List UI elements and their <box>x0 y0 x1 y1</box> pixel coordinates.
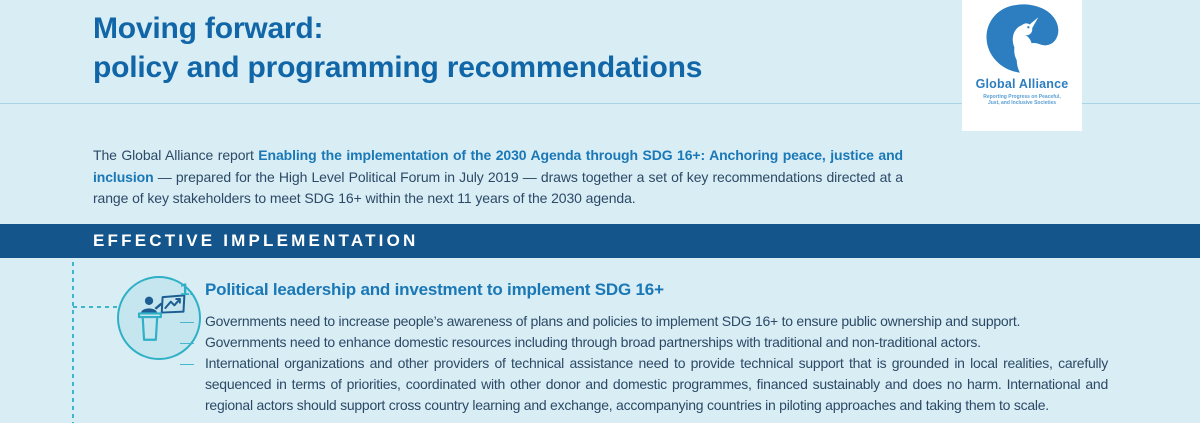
recommendation-heading: 1. Political leadership and investment to… <box>180 280 664 300</box>
section-banner-label: EFFECTIVE IMPLEMENTATION <box>93 231 419 250</box>
bullet-text: Governments need to increase people’s aw… <box>205 313 1021 329</box>
logo-tagline: Reporting Progress on Peaceful, Just, an… <box>962 94 1082 106</box>
bullet-dash-icon: — <box>180 313 194 329</box>
section-banner: EFFECTIVE IMPLEMENTATION <box>0 224 1200 258</box>
bullet-item: — Governments need to enhance domestic r… <box>180 332 1108 353</box>
intro-lead: The Global Alliance report <box>93 147 259 163</box>
logo-org-name: Global Alliance <box>975 77 1069 91</box>
vertical-dashed-guide <box>72 262 74 423</box>
report-title-text: Enabling the implementation of the 2030 … <box>93 147 903 185</box>
header-divider <box>0 103 1200 104</box>
recommendation-title: Political leadership and investment to i… <box>205 280 664 299</box>
recommendation-number: 1. <box>180 280 194 299</box>
bullet-text: Governments need to enhance domestic res… <box>205 334 981 350</box>
recommendation-icon-circle <box>117 276 201 360</box>
recommendation-bullets: — Governments need to increase people’s … <box>180 311 1108 416</box>
dove-swoosh-icon <box>986 4 1059 73</box>
page-title-line2: policy and programming recommendations <box>93 51 703 84</box>
bullet-item: — International organizations and other … <box>180 353 1108 416</box>
speaker-podium-chart-icon <box>137 294 186 341</box>
page-title: Moving forward: policy and programming r… <box>93 9 702 87</box>
logo-tagline-line2: Just, and Inclusive Societies <box>987 100 1057 106</box>
global-alliance-logo: Global Alliance Reporting Progress on Pe… <box>962 0 1082 131</box>
logo-tagline-line1: Reporting Progress on Peaceful, <box>983 94 1061 100</box>
bullet-text: International organizations and other pr… <box>205 355 1108 413</box>
bullet-item: — Governments need to increase people’s … <box>180 311 1108 332</box>
intro-paragraph: The Global Alliance report Enabling the … <box>93 145 903 210</box>
page-title-line1: Moving forward: <box>93 12 324 45</box>
horizontal-dashed-connector <box>73 306 120 308</box>
bullet-dash-icon: — <box>180 355 194 371</box>
intro-rest: — prepared for the High Level Political … <box>93 168 903 207</box>
bullet-dash-icon: — <box>180 334 194 350</box>
